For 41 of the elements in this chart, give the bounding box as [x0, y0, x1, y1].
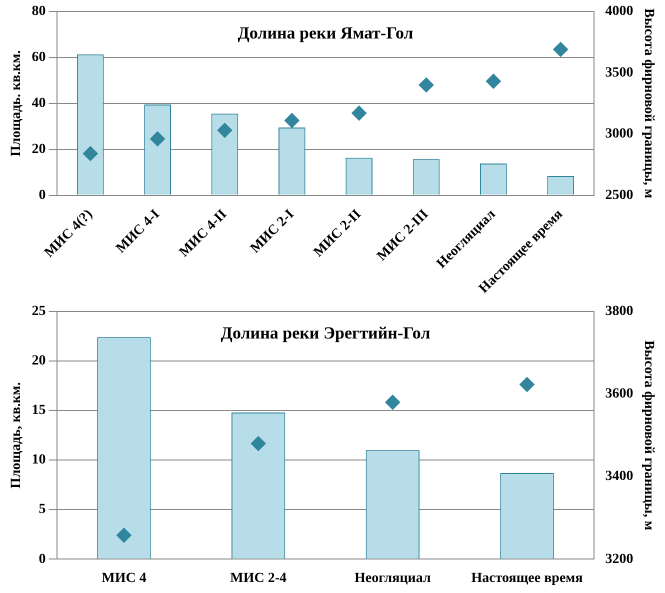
point — [486, 74, 501, 89]
y2-tick-label: 3200 — [605, 552, 634, 567]
y2-tick-label: 3600 — [605, 386, 634, 402]
y-tick-label: 80 — [32, 4, 46, 20]
x-tick-label: Неогляциал — [354, 571, 431, 586]
y-tick-label: 0 — [38, 188, 46, 203]
y2-axis-title: Высота фирновой границы, м — [640, 340, 656, 531]
y-tick-label: 60 — [32, 50, 46, 65]
y-tick-label: 15 — [32, 403, 46, 418]
point — [217, 122, 232, 138]
point — [150, 131, 166, 146]
y2-tick-label: 3800 — [605, 304, 634, 320]
y-axis-title: Площадь, кв.км. — [9, 382, 24, 488]
point — [284, 112, 300, 128]
x-tick-label: Настоящее время — [471, 571, 584, 586]
point — [520, 377, 535, 392]
y2-axis-title: Высота фирновой границы, м — [640, 8, 656, 199]
point — [116, 528, 132, 543]
point — [553, 42, 568, 57]
y2-tick-label: 4000 — [605, 4, 634, 20]
y2-tick-label: 2500 — [605, 188, 634, 203]
y2-tick-label: 3500 — [605, 65, 634, 80]
y2-tick-label: 3400 — [605, 469, 634, 484]
point — [352, 106, 367, 121]
y-tick-label: 0 — [38, 552, 46, 567]
point — [385, 394, 400, 410]
y-tick-label: 5 — [38, 502, 46, 518]
text: Долина реки Эрегтийн-Гол — [220, 323, 431, 342]
point — [82, 146, 98, 162]
point — [250, 436, 266, 452]
y-tick-label: 25 — [32, 304, 46, 320]
y-tick-label: 10 — [32, 452, 46, 468]
y-tick-label: 40 — [32, 96, 46, 111]
y-axis-title: Площадь. кв.км. — [9, 50, 24, 156]
x-tick-label: МИС 2-4 — [230, 571, 287, 586]
x-tick-label: МИС 4 — [102, 571, 146, 586]
point — [418, 77, 434, 92]
y2-tick-label: 3000 — [605, 126, 634, 142]
y-tick-label: 20 — [32, 354, 46, 369]
y-tick-label: 20 — [32, 142, 46, 157]
text: Долина реки Ямат-Гол — [238, 23, 414, 42]
